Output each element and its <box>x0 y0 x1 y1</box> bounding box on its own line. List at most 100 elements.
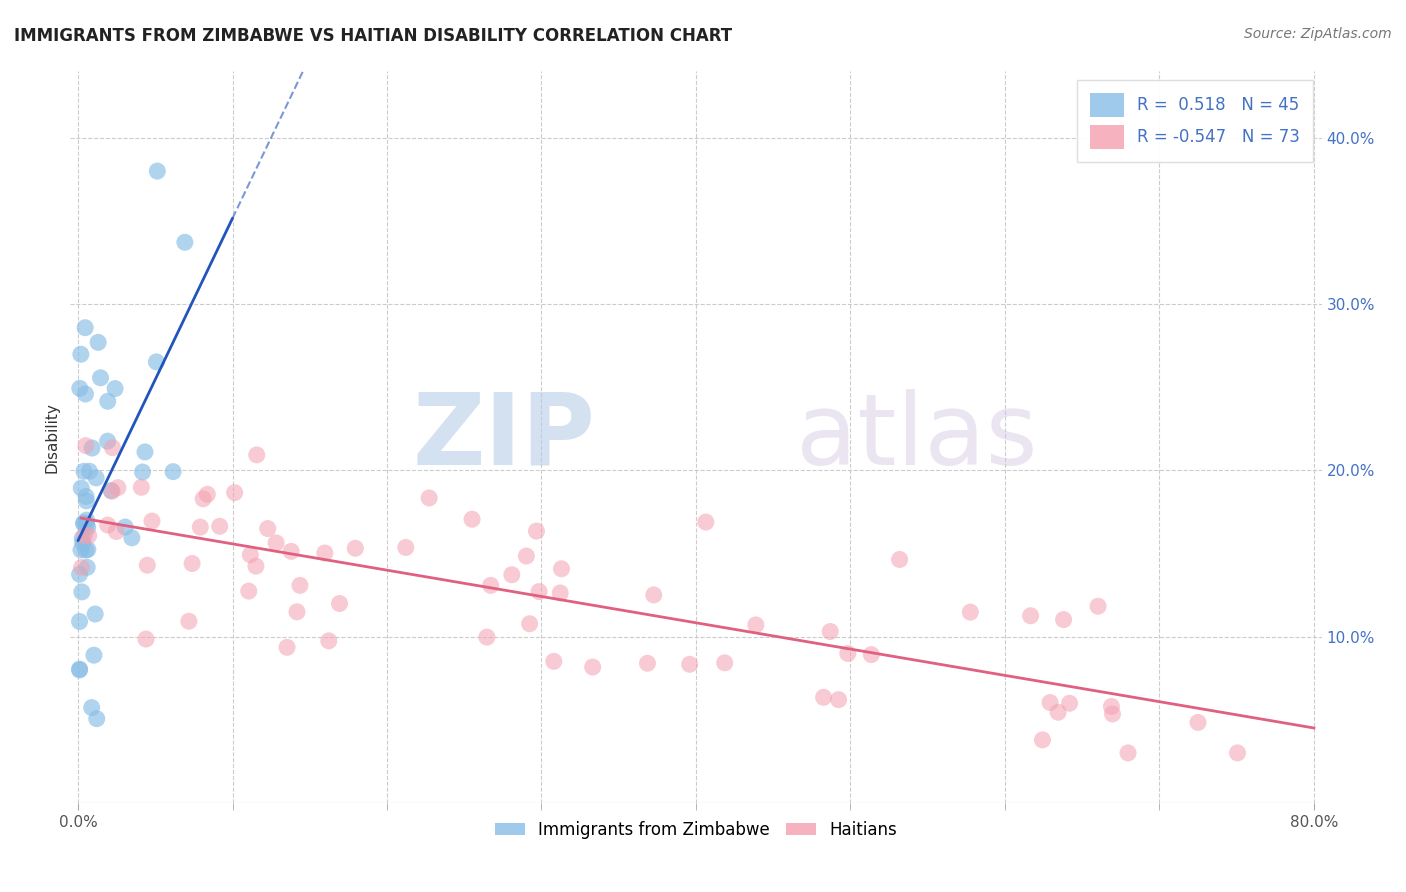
Point <box>527 584 550 599</box>
Point <box>1019 608 1042 623</box>
Point <box>1101 699 1123 714</box>
Point <box>1116 746 1139 760</box>
Point <box>188 520 211 534</box>
Point <box>84 471 107 485</box>
Point <box>395 541 418 555</box>
Point <box>114 520 136 534</box>
Point <box>73 516 96 530</box>
Point <box>224 485 246 500</box>
Point <box>76 560 98 574</box>
Point <box>679 657 702 672</box>
Point <box>135 632 157 646</box>
Point <box>328 597 350 611</box>
Point <box>256 522 278 536</box>
Point <box>173 235 195 250</box>
Point <box>1101 706 1123 721</box>
Point <box>246 448 269 462</box>
Point <box>1047 705 1070 719</box>
Point <box>475 630 498 644</box>
Point <box>73 529 96 543</box>
Point <box>100 483 122 498</box>
Point <box>75 494 97 508</box>
Text: atlas: atlas <box>796 389 1038 485</box>
Point <box>72 516 94 531</box>
Point <box>121 531 143 545</box>
Point <box>101 441 124 455</box>
Point <box>141 514 163 528</box>
Point <box>69 381 91 395</box>
Point <box>526 524 548 538</box>
Point <box>69 615 91 629</box>
Point <box>582 660 605 674</box>
Point <box>70 543 93 558</box>
Point <box>76 520 98 534</box>
Point <box>101 484 124 499</box>
Point <box>76 517 98 532</box>
Point <box>76 542 98 557</box>
Point <box>889 552 911 566</box>
Text: IMMIGRANTS FROM ZIMBABWE VS HAITIAN DISABILITY CORRELATION CHART: IMMIGRANTS FROM ZIMBABWE VS HAITIAN DISA… <box>14 27 733 45</box>
Point <box>285 605 308 619</box>
Point <box>134 445 156 459</box>
Point <box>145 355 167 369</box>
Point <box>837 647 859 661</box>
Point <box>208 519 231 533</box>
Point <box>97 394 120 409</box>
Text: Source: ZipAtlas.com: Source: ZipAtlas.com <box>1244 27 1392 41</box>
Point <box>87 335 110 350</box>
Point <box>70 531 93 545</box>
Point <box>827 692 849 706</box>
Point <box>104 382 127 396</box>
Point <box>543 654 565 668</box>
Point <box>643 588 665 602</box>
Point <box>69 662 91 676</box>
Point <box>1226 746 1249 760</box>
Point <box>418 491 440 505</box>
Point <box>637 657 659 671</box>
Point <box>860 648 883 662</box>
Point <box>79 464 101 478</box>
Point <box>1031 732 1053 747</box>
Point <box>548 586 571 600</box>
Point <box>75 490 97 504</box>
Point <box>344 541 367 556</box>
Point <box>314 546 336 560</box>
Point <box>97 518 120 533</box>
Point <box>1052 613 1074 627</box>
Point <box>70 347 93 361</box>
Point <box>479 578 502 592</box>
Point <box>80 441 103 455</box>
Point <box>86 712 108 726</box>
Point <box>276 640 298 655</box>
Point <box>181 557 204 571</box>
Point <box>131 465 153 479</box>
Point <box>83 648 105 663</box>
Point <box>264 536 287 550</box>
Point <box>84 607 107 621</box>
Point <box>162 465 184 479</box>
Point <box>959 605 981 619</box>
Point <box>97 434 120 449</box>
Point <box>245 559 267 574</box>
Text: ZIP: ZIP <box>413 389 596 485</box>
Point <box>818 624 841 639</box>
Point <box>238 584 260 599</box>
Point <box>131 480 153 494</box>
Point <box>105 524 128 539</box>
Point <box>239 548 262 562</box>
Point <box>73 464 96 478</box>
Point <box>461 512 484 526</box>
Point <box>77 528 100 542</box>
Point <box>1187 715 1209 730</box>
Point <box>1087 599 1109 614</box>
Legend: Immigrants from Zimbabwe, Haitians: Immigrants from Zimbabwe, Haitians <box>488 814 904 846</box>
Point <box>695 515 717 529</box>
Point <box>713 656 735 670</box>
Point <box>745 618 768 632</box>
Point <box>69 567 91 582</box>
Point <box>70 560 93 574</box>
Point <box>501 567 523 582</box>
Point <box>75 439 97 453</box>
Point <box>107 481 129 495</box>
Point <box>70 585 93 599</box>
